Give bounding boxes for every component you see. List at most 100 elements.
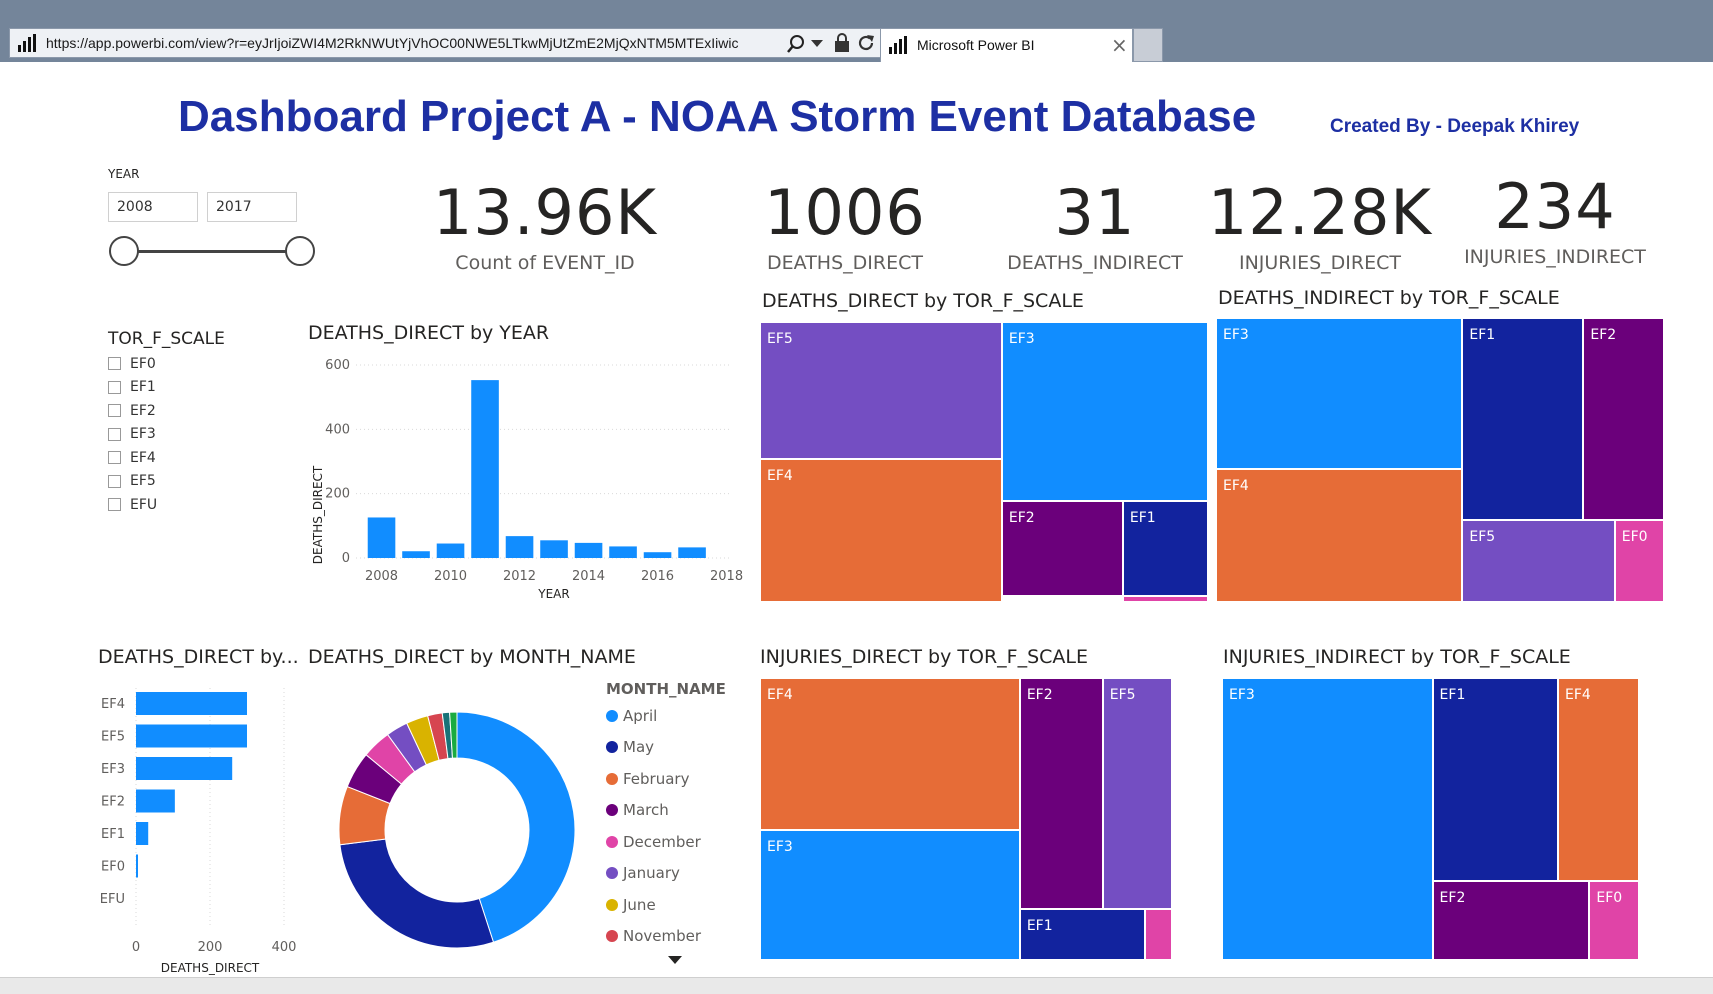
tor-slicer-item[interactable]: EF1 [108, 376, 157, 400]
treemap-cell[interactable]: EF3 [1222, 678, 1433, 960]
treemap-cell[interactable]: EF5 [760, 322, 1002, 460]
bar[interactable] [574, 542, 603, 558]
bar[interactable] [436, 543, 465, 558]
checkbox[interactable] [108, 474, 121, 488]
treemap-injuries-direct[interactable]: EF4 EF3 EF2 EF5 EF1 [760, 678, 1208, 960]
treemap-cell[interactable]: EF1 [1122, 501, 1208, 597]
year-slider-end-handle[interactable] [285, 236, 315, 266]
checkbox[interactable] [108, 427, 121, 441]
legend-item[interactable]: January [606, 858, 701, 890]
bar[interactable] [136, 854, 138, 878]
tor-slicer-item[interactable]: EF3 [108, 423, 157, 447]
bar[interactable] [609, 546, 637, 558]
year-end-input[interactable]: 2017 [207, 192, 297, 222]
treemap-cell[interactable]: EF3 [760, 830, 1020, 960]
category-label: EF1 [101, 827, 125, 842]
treemap-cell[interactable]: EF3 [1216, 318, 1463, 469]
legend-item[interactable]: February [606, 763, 701, 795]
treemap-cell[interactable]: EF0 [1589, 881, 1639, 960]
bar[interactable] [402, 551, 430, 558]
treemap-cell[interactable]: EF1 [1432, 678, 1558, 882]
treemap-cell[interactable] [1122, 596, 1208, 602]
legend-item[interactable]: November [606, 921, 701, 953]
refresh-icon[interactable] [856, 33, 876, 53]
treemap-cell-label: EF1 [1439, 687, 1466, 703]
address-bar[interactable]: https://app.powerbi.com/view?r=eyJrIjoiZ… [9, 28, 881, 58]
kpi-card-deaths-indirect[interactable]: 31 DEATHS_INDIRECT [970, 176, 1220, 275]
tor-slicer-item[interactable]: EF5 [108, 470, 157, 494]
powerbi-icon [889, 36, 907, 54]
treemap-cell[interactable]: EF2 [1583, 318, 1664, 520]
bar[interactable] [678, 547, 706, 558]
legend-item[interactable]: June [606, 889, 701, 921]
treemap-cell[interactable]: EF4 [760, 459, 1002, 602]
treemap-cell[interactable]: EF5 [1102, 678, 1173, 910]
kpi-value: 31 [1054, 176, 1136, 249]
year-column-chart[interactable]: DEATHS_DIRECT YEAR 2008 2010 2012 2014 2016 2… [300, 350, 760, 605]
kpi-value: 13.96K [432, 176, 658, 249]
tor-slicer-item[interactable]: EF2 [108, 399, 157, 423]
donut-slice[interactable] [449, 711, 458, 759]
scale-horizontal-bar-chart[interactable]: DEATHS_DIRECT EF4 EF5 EF3 EF2 EF1 EF0 EFU 0 200 4… [95, 680, 310, 980]
treemap-cell[interactable]: EF4 [760, 678, 1020, 831]
treemap-cell-label: EF2 [1590, 327, 1617, 343]
dropdown-icon[interactable] [811, 40, 823, 48]
kpi-label: INJURIES_INDIRECT [1464, 246, 1646, 268]
bar[interactable] [643, 552, 672, 558]
checkbox[interactable] [108, 451, 121, 465]
new-tab-area[interactable] [1133, 28, 1163, 62]
bar[interactable] [136, 757, 233, 780]
treemap-deaths-indirect[interactable]: EF3 EF4 EF1 EF2 EF5 EF0 [1216, 318, 1664, 602]
treemap-cell[interactable]: EF0 [1614, 519, 1664, 602]
tor-slicer-item[interactable]: EFU [108, 493, 157, 517]
donut-slice[interactable] [339, 838, 495, 949]
checkbox[interactable] [108, 404, 121, 418]
bar[interactable] [136, 789, 175, 813]
bar[interactable] [136, 724, 247, 748]
browser-tab[interactable]: Microsoft Power BI × [880, 28, 1133, 62]
x-tick-label: 200 [198, 940, 223, 955]
kpi-card-event-count[interactable]: 13.96K Count of EVENT_ID [420, 176, 670, 275]
x-tick-label: 2012 [503, 569, 536, 584]
bar[interactable] [136, 692, 247, 715]
legend-item[interactable]: December [606, 826, 701, 858]
treemap-cell[interactable]: EF2 [1432, 881, 1590, 960]
treemap-cell[interactable]: EF2 [1019, 678, 1103, 910]
bar[interactable] [505, 536, 534, 558]
kpi-card-injuries-indirect[interactable]: 234 INJURIES_INDIRECT [1430, 176, 1680, 269]
legend-item[interactable]: March [606, 795, 701, 827]
treemap-cell[interactable]: EF1 [1462, 318, 1584, 520]
treemap-cell[interactable]: EF5 [1462, 519, 1615, 602]
treemap-cell[interactable]: EF3 [1001, 322, 1208, 502]
treemap-deaths-direct[interactable]: EF5 EF4 EF3 EF2 EF1 [760, 322, 1208, 602]
bar[interactable] [471, 380, 499, 558]
bar[interactable] [367, 517, 396, 558]
legend-marker [606, 835, 618, 848]
checkbox[interactable] [108, 357, 121, 371]
search-icon[interactable] [786, 34, 806, 54]
legend-item[interactable]: May [606, 732, 701, 764]
tor-slicer-item[interactable]: EF4 [108, 446, 157, 470]
checkbox[interactable] [108, 498, 121, 512]
kpi-card-injuries-direct[interactable]: 12.28K INJURIES_DIRECT [1195, 182, 1445, 275]
bar[interactable] [136, 822, 149, 845]
close-tab-icon[interactable]: × [1111, 33, 1128, 57]
donut-slice[interactable] [456, 711, 576, 943]
year-start-input[interactable]: 2008 [108, 192, 198, 222]
tor-slicer-item[interactable]: EF0 [108, 352, 157, 376]
treemap-cell[interactable]: EF4 [1216, 468, 1463, 602]
treemap-cell[interactable]: EF1 [1019, 909, 1146, 960]
treemap-cell[interactable]: EF4 [1558, 678, 1639, 882]
bar[interactable] [540, 540, 568, 558]
treemap-cell[interactable]: EF2 [1001, 501, 1123, 597]
legend-item[interactable]: April [606, 700, 701, 732]
legend-scroll-down-icon[interactable] [668, 956, 682, 965]
checkbox[interactable] [108, 380, 121, 394]
year-slider-start-handle[interactable] [109, 236, 139, 266]
month-donut-chart[interactable] [330, 700, 590, 960]
treemap-cell-label: EF3 [767, 839, 793, 856]
treemap-cell[interactable] [1145, 909, 1173, 960]
treemap-injuries-indirect[interactable]: EF3 EF1 EF4 EF2 EF0 [1222, 678, 1670, 960]
url-text[interactable]: https://app.powerbi.com/view?r=eyJrIjoiZ… [46, 35, 739, 51]
kpi-card-deaths-direct[interactable]: 1006 DEATHS_DIRECT [720, 182, 970, 275]
